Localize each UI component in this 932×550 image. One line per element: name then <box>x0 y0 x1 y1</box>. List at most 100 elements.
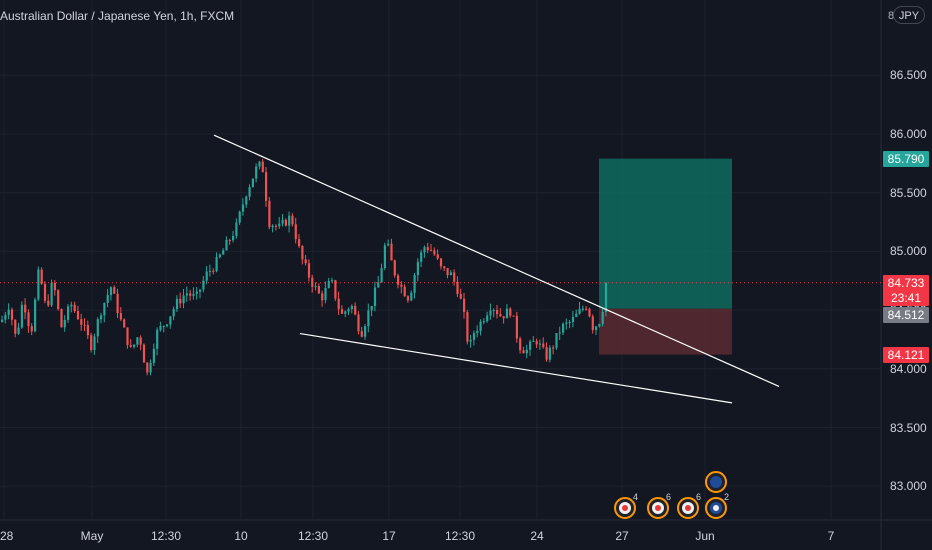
candle-body <box>212 270 215 272</box>
x-tick-label: 28 <box>0 529 14 543</box>
candle-body <box>86 325 89 336</box>
candle-body <box>387 243 390 246</box>
candle-body <box>215 257 218 272</box>
price-scale-edge-glyph: 8 <box>888 10 895 22</box>
candle-body <box>360 331 363 337</box>
candle-body <box>271 225 274 228</box>
candle-body <box>367 310 370 327</box>
candle-body <box>542 343 545 348</box>
candle-body <box>106 295 109 303</box>
event-count: 6 <box>666 492 672 502</box>
candle-body <box>34 299 37 332</box>
candle-body <box>344 311 347 314</box>
trendline-upper-resistance <box>213 134 780 387</box>
candle-body <box>205 271 208 281</box>
candle-body <box>525 349 528 354</box>
candle-body <box>248 187 251 197</box>
candle-body <box>350 305 353 310</box>
candle-body <box>232 236 235 241</box>
candle-body <box>139 337 142 345</box>
x-tick-label: 24 <box>530 529 544 543</box>
candle-body <box>238 211 241 223</box>
target-price-tag: 85.790 <box>883 150 929 167</box>
candle-body <box>30 326 33 332</box>
candle-body <box>496 310 499 315</box>
candle-body <box>20 304 23 328</box>
candle-body <box>307 263 311 278</box>
candle-body <box>225 239 228 251</box>
event-flag-center-icon <box>655 505 661 511</box>
candle-body <box>354 305 357 315</box>
candle-body <box>156 329 159 349</box>
candle-body <box>420 252 423 262</box>
candle-body <box>255 166 258 179</box>
current-price-tag: 84.733 <box>883 274 929 291</box>
candle-body <box>294 224 297 240</box>
x-tick-label: 12:30 <box>150 529 182 543</box>
candle-body <box>109 287 113 296</box>
candle-body <box>311 277 314 287</box>
candle-body <box>453 272 456 282</box>
candle-body <box>393 260 396 276</box>
candle-body <box>373 287 377 306</box>
candle-body <box>83 324 86 326</box>
candle-body <box>57 290 60 310</box>
candle-body <box>228 239 231 241</box>
candle-body <box>76 311 80 320</box>
candle-body <box>578 308 581 314</box>
candle-body <box>175 298 179 310</box>
candle-body <box>189 293 192 296</box>
candle-body <box>423 247 426 253</box>
x-tick-label: 12:30 <box>444 529 476 543</box>
candle-body <box>317 286 320 294</box>
candle-body <box>486 315 489 322</box>
candle-body <box>166 324 169 327</box>
candle-body <box>585 308 588 310</box>
candle-body <box>416 261 419 276</box>
x-tick-label: 10 <box>234 529 248 543</box>
candle-body <box>472 333 476 340</box>
candle-body <box>515 315 518 339</box>
candle-body <box>50 282 53 306</box>
candle-body <box>27 312 30 327</box>
currency-button[interactable]: JPY <box>893 6 925 24</box>
candle-body <box>149 362 152 373</box>
candle-body <box>116 293 119 314</box>
candle-body <box>60 309 63 328</box>
candle-body <box>133 344 136 347</box>
candle-body <box>119 313 122 320</box>
candle-body <box>430 250 433 252</box>
trendline-lower-support <box>299 332 733 404</box>
candle-body <box>433 250 436 255</box>
candle-body <box>552 347 555 349</box>
candle-body <box>90 335 93 350</box>
candle-body <box>245 196 248 205</box>
candle-body <box>591 316 594 331</box>
candle-body <box>469 339 472 342</box>
candle-body <box>63 319 66 328</box>
x-tick-label: 27 <box>615 529 629 543</box>
candle-body <box>159 326 162 330</box>
y-tick-label: 86.000 <box>890 127 927 141</box>
candle-body <box>489 310 492 316</box>
candle-body <box>208 270 212 272</box>
candle-body <box>406 296 410 301</box>
candle-body <box>565 322 568 324</box>
candle-body <box>463 298 466 313</box>
candle-body <box>185 293 188 296</box>
candle-body <box>466 312 469 342</box>
event-flag-center-icon <box>685 505 691 511</box>
candle-body <box>347 309 350 312</box>
y-tick-label: 83.500 <box>890 420 927 435</box>
candle-body <box>400 284 403 287</box>
candle-body <box>251 178 254 188</box>
candle-body <box>218 254 221 258</box>
y-tick-label: 83.000 <box>890 479 927 494</box>
y-tick-label: 86.500 <box>890 68 927 83</box>
x-tick-label: 17 <box>382 529 396 543</box>
candle-body <box>370 305 373 311</box>
candle-body <box>192 293 195 296</box>
